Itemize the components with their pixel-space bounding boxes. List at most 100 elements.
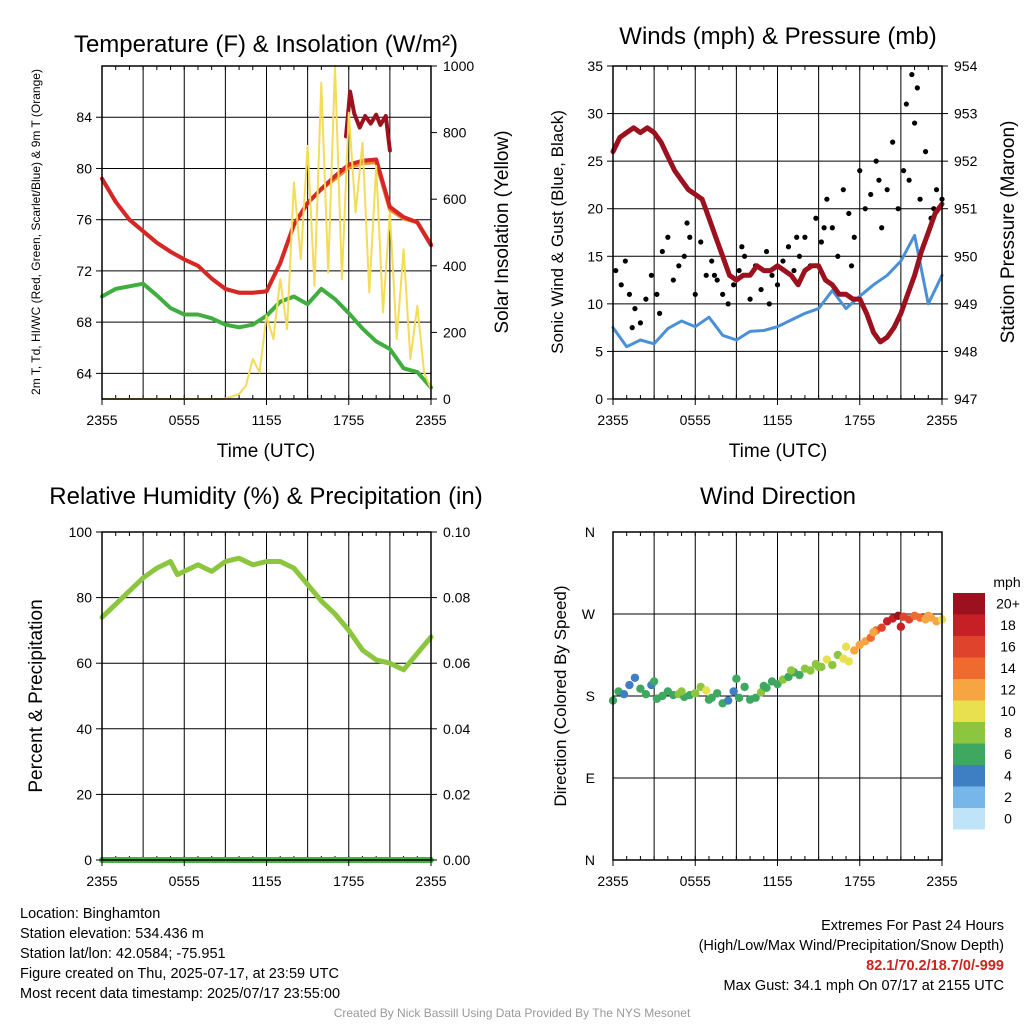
y2-axis-label: Station Pressure (Maroon) xyxy=(998,121,1019,344)
legend-label: 2 xyxy=(1004,789,1012,805)
gust-point xyxy=(736,267,742,274)
y-tick-label: 80 xyxy=(76,590,92,606)
direction-point xyxy=(869,628,878,637)
direction-point xyxy=(677,687,686,696)
x-tick-label: 1755 xyxy=(844,412,875,428)
gust-point xyxy=(802,234,808,240)
gust-point xyxy=(791,267,797,274)
gust-point xyxy=(747,296,753,302)
series-line xyxy=(101,65,432,400)
gust-point xyxy=(687,234,693,240)
y2-tick-label: 1000 xyxy=(443,58,474,74)
gust-point xyxy=(780,258,786,264)
x-tick-label: 2355 xyxy=(597,412,628,428)
y-tick-label: S xyxy=(586,688,595,704)
gust-point xyxy=(873,158,879,164)
direction-point xyxy=(712,689,722,698)
y-tick-label: 20 xyxy=(76,786,92,802)
direction-point xyxy=(751,693,760,703)
gust-point xyxy=(618,282,624,288)
direction-point xyxy=(924,611,933,621)
legend-label: 10 xyxy=(1000,703,1016,719)
credit-text: Created By Nick Bassill Using Data Provi… xyxy=(333,1006,691,1020)
legend-label: 14 xyxy=(1000,660,1016,676)
gust-point xyxy=(785,244,792,250)
x-tick-label: 2355 xyxy=(415,873,446,889)
gust-point xyxy=(933,187,940,193)
gust-point xyxy=(629,325,635,331)
gust-point xyxy=(818,239,824,245)
x-tick-label: 0555 xyxy=(680,873,711,889)
direction-point xyxy=(877,623,886,632)
series-line xyxy=(610,125,945,345)
gust-point xyxy=(709,258,715,264)
y-tick-label: 84 xyxy=(76,109,92,125)
gust-point xyxy=(643,296,649,302)
legend-swatch xyxy=(953,722,985,744)
gust-point xyxy=(711,272,718,278)
gust-point xyxy=(676,263,682,269)
gust-point xyxy=(868,191,874,198)
x-axis-label: Time (UTC) xyxy=(217,441,316,462)
y-tick-label: 20 xyxy=(587,201,603,217)
direction-point xyxy=(844,657,853,666)
direction-point xyxy=(814,662,823,672)
gust-point xyxy=(613,267,619,274)
x-tick-label: 2355 xyxy=(415,412,446,428)
y-tick-label: 60 xyxy=(76,655,92,671)
y-axis-label: Sonic Wind & Gust (Blue, Black) xyxy=(548,110,567,354)
legend-swatch xyxy=(953,614,985,636)
legend-swatch xyxy=(953,808,985,830)
direction-point xyxy=(734,693,744,703)
direction-point xyxy=(740,682,749,692)
gust-point xyxy=(703,272,709,278)
x-tick-label: 2355 xyxy=(926,873,957,889)
chart-title: Temperature (F) & Insolation (W/m²) xyxy=(74,31,458,58)
legend-swatch xyxy=(953,765,985,787)
chart-temp: Temperature (F) & Insolation (W/m²) 2355 0… xyxy=(29,31,513,462)
y2-tick-label: 950 xyxy=(954,248,978,264)
gust-point xyxy=(901,168,907,174)
series-line xyxy=(99,555,434,673)
gust-point xyxy=(903,101,909,107)
legend-swatch xyxy=(953,743,985,765)
y-tick-label: 15 xyxy=(587,248,603,264)
direction-point xyxy=(704,695,714,704)
legend-label: 12 xyxy=(1000,682,1016,698)
x-tick-label: 2355 xyxy=(926,412,957,428)
y-tick-label: E xyxy=(586,770,595,786)
x-tick-label: 2355 xyxy=(86,873,117,889)
x-tick-label: 2355 xyxy=(86,412,117,428)
chart-wind: Winds (mph) & Pressure (mb) 2355 0555 1155 1… xyxy=(548,23,1019,462)
x-tick-label: 2355 xyxy=(597,873,628,889)
gust-point xyxy=(848,263,855,269)
gust-point xyxy=(851,234,857,240)
y2-tick-label: 600 xyxy=(443,191,467,207)
x-tick-label: 0555 xyxy=(169,873,200,889)
extremes-info: Extremes For Past 24 Hours (High/Low/Max… xyxy=(699,916,1004,996)
legend-label: 0 xyxy=(1004,811,1012,827)
created-text: Figure created on Thu, 2025-07-17, at 23… xyxy=(20,966,339,982)
max-gust-text: Max Gust: 34.1 mph On 07/17 at 2155 UTC xyxy=(723,978,1004,994)
chart-title: Winds (mph) & Pressure (mb) xyxy=(619,23,936,50)
direction-point xyxy=(828,660,837,670)
gust-point xyxy=(774,282,781,288)
station-info: Location: Binghamton Station elevation: … xyxy=(20,904,340,1004)
gust-point xyxy=(917,196,923,202)
direction-point xyxy=(787,666,796,675)
gust-point xyxy=(884,187,890,193)
x-tick-label: 0555 xyxy=(680,412,711,428)
x-tick-label: 1155 xyxy=(251,412,281,428)
direction-point xyxy=(649,677,659,686)
y-tick-label: 68 xyxy=(76,314,92,330)
gust-point xyxy=(909,71,915,78)
direction-point xyxy=(850,646,859,655)
y2-tick-label: 0.00 xyxy=(443,852,470,868)
gust-point xyxy=(821,225,827,231)
y2-tick-label: 0.04 xyxy=(443,721,470,737)
gust-point xyxy=(659,248,665,255)
y-tick-label: N xyxy=(585,852,595,868)
y-tick-label: 76 xyxy=(76,212,92,228)
legend-label: 8 xyxy=(1004,725,1012,741)
recent-text: Most recent data timestamp: 2025/07/17 2… xyxy=(20,986,341,1002)
